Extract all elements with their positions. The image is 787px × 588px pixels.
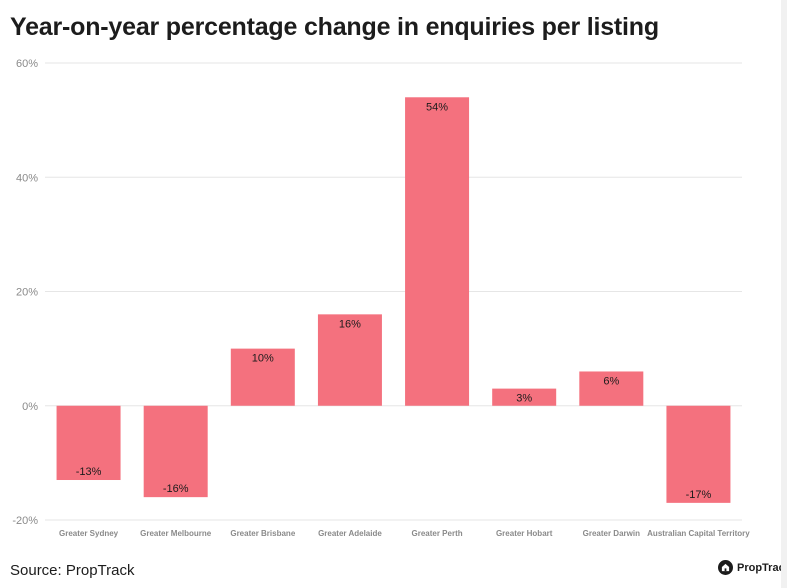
x-tick-label: Greater Perth	[411, 529, 462, 538]
chart-title: Year-on-year percentage change in enquir…	[10, 13, 659, 41]
brand-logo: PropTrack	[718, 560, 787, 575]
bar	[143, 405, 208, 498]
x-tick-label: Greater Adelaide	[318, 529, 382, 538]
data-label: -13%	[76, 466, 102, 478]
x-tick-label: Greater Brisbane	[230, 529, 295, 538]
x-tick-label: Australian Capital Territory	[647, 529, 750, 538]
window-edge	[781, 0, 787, 588]
bar	[579, 371, 644, 406]
data-label: 54%	[426, 101, 448, 113]
data-label: 6%	[603, 375, 619, 387]
brand-name: PropTrack	[737, 561, 787, 574]
x-tick-label: Greater Sydney	[59, 529, 119, 538]
bar	[666, 405, 731, 503]
data-label: -17%	[686, 489, 712, 501]
data-label: 3%	[516, 393, 532, 405]
y-tick-label: 40%	[16, 172, 38, 184]
y-tick-label: 60%	[16, 58, 38, 70]
house-icon	[718, 560, 733, 575]
source-note: Source: PropTrack	[10, 562, 135, 579]
bar	[56, 405, 121, 481]
data-label: -16%	[163, 483, 189, 495]
x-tick-label: Greater Hobart	[496, 529, 553, 538]
data-label: 16%	[339, 318, 361, 330]
x-tick-label: Greater Darwin	[583, 529, 640, 538]
bar	[405, 97, 470, 406]
y-tick-label: -20%	[12, 515, 38, 527]
y-tick-label: 0%	[22, 401, 38, 413]
x-tick-label: Greater Melbourne	[140, 529, 212, 538]
bar	[492, 388, 557, 406]
bar	[230, 348, 295, 406]
data-label: 10%	[252, 353, 274, 365]
y-tick-label: 20%	[16, 287, 38, 299]
bar	[317, 314, 382, 406]
